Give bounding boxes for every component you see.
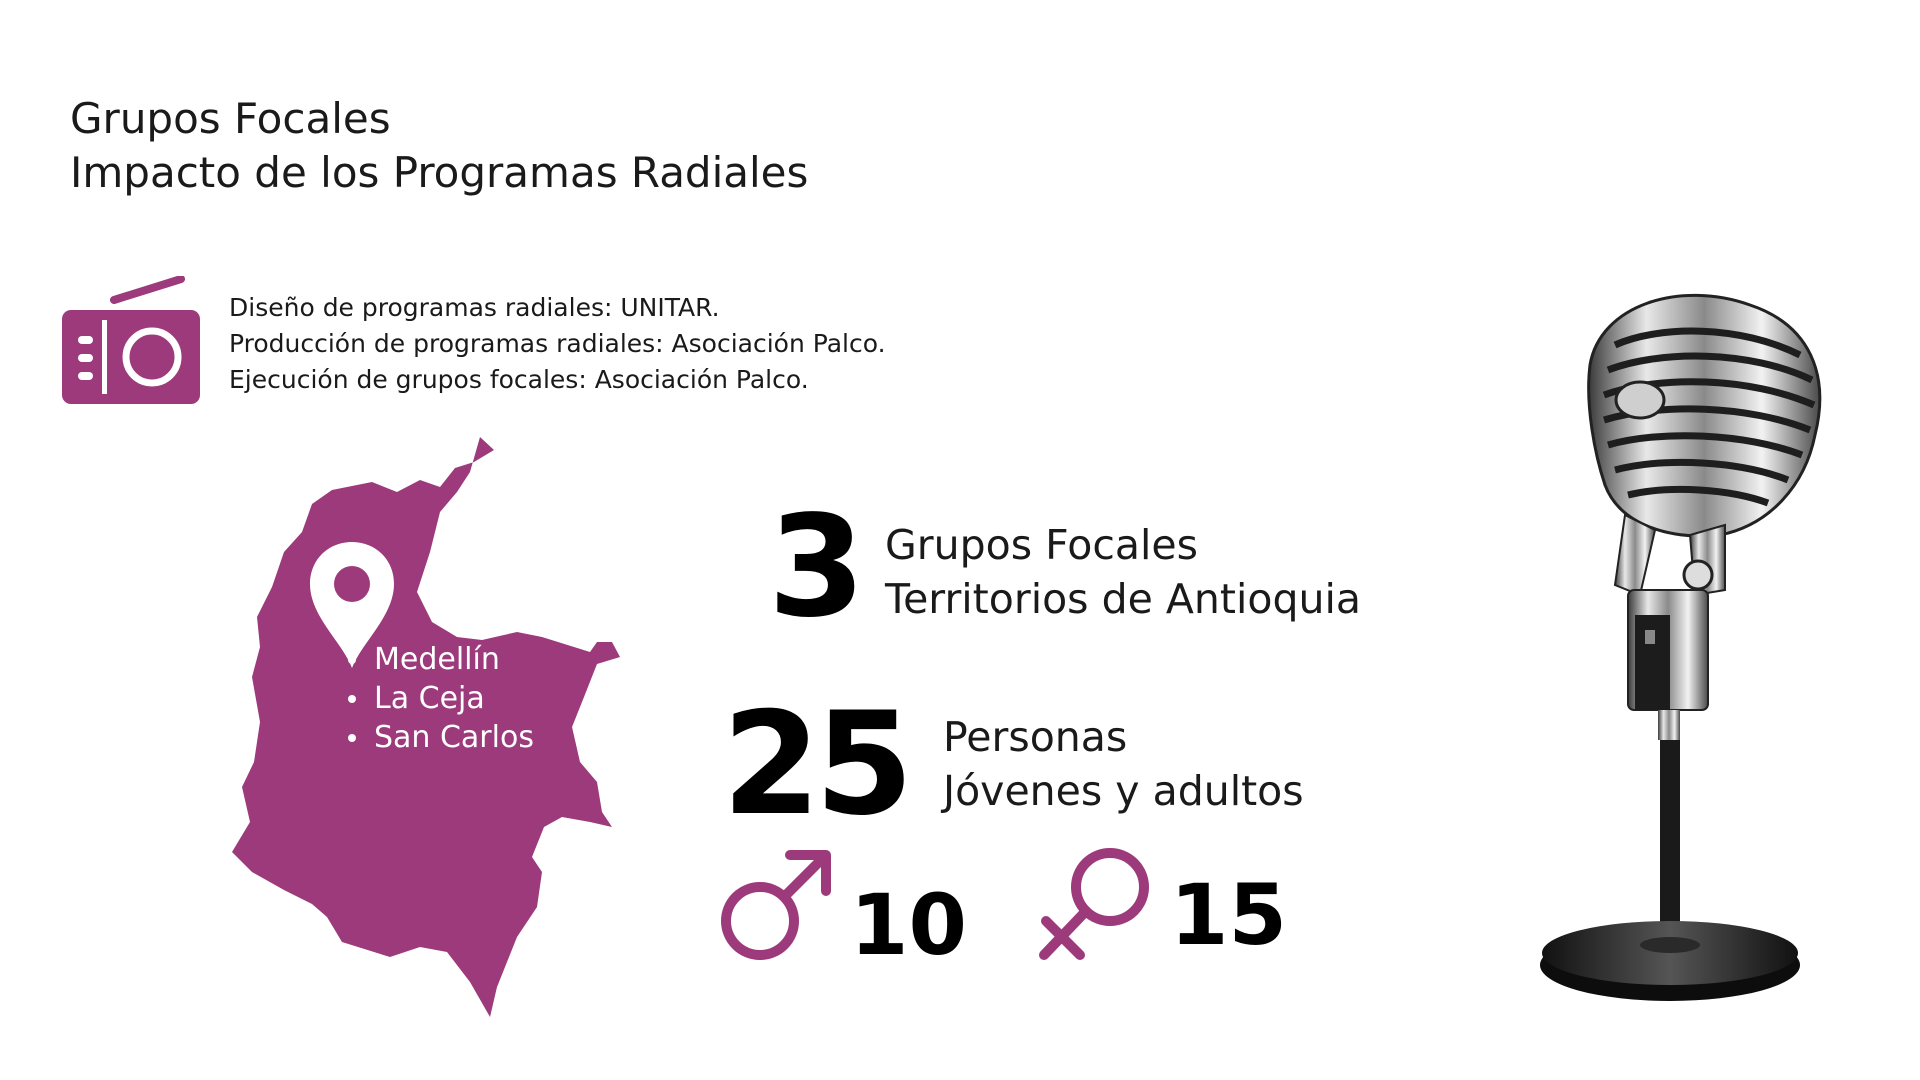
- credit-design: Diseño de programas radiales: UNITAR.: [229, 293, 720, 322]
- people-label: Personas Jóvenes y adultos: [943, 710, 1304, 818]
- microphone-image: [1540, 293, 1822, 1001]
- groups-label-line-2: Territorios de Antioquia: [885, 575, 1361, 623]
- people-label-line-1: Personas: [943, 713, 1128, 761]
- female-count: 15: [1170, 866, 1287, 964]
- city-item: San Carlos: [340, 718, 534, 757]
- groups-count: 3: [768, 486, 866, 649]
- credit-production: Producción de programas radiales: Asocia…: [229, 329, 886, 358]
- location-pin-icon: [310, 542, 394, 668]
- colombia-map: [232, 437, 620, 1017]
- title-line-1: Grupos Focales: [70, 94, 391, 143]
- groups-label-line-1: Grupos Focales: [885, 521, 1198, 569]
- title-line-2: Impacto de los Programas Radiales: [70, 148, 809, 197]
- female-symbol-icon: [1039, 848, 1149, 960]
- male-count: 10: [850, 876, 967, 974]
- people-count: 25: [722, 682, 914, 847]
- city-item: La Ceja: [340, 679, 534, 718]
- page-title: Grupos Focales Impacto de los Programas …: [70, 92, 808, 200]
- city-item: Medellín: [340, 640, 534, 679]
- groups-label: Grupos Focales Territorios de Antioquia: [885, 518, 1361, 626]
- credit-execution: Ejecución de grupos focales: Asociación …: [229, 365, 809, 394]
- credits-block: Diseño de programas radiales: UNITAR. Pr…: [229, 290, 886, 398]
- people-label-line-2: Jóvenes y adultos: [943, 767, 1304, 815]
- city-list: Medellín La Ceja San Carlos: [340, 640, 534, 757]
- radio-icon: [62, 276, 200, 404]
- male-symbol-icon: [721, 850, 831, 960]
